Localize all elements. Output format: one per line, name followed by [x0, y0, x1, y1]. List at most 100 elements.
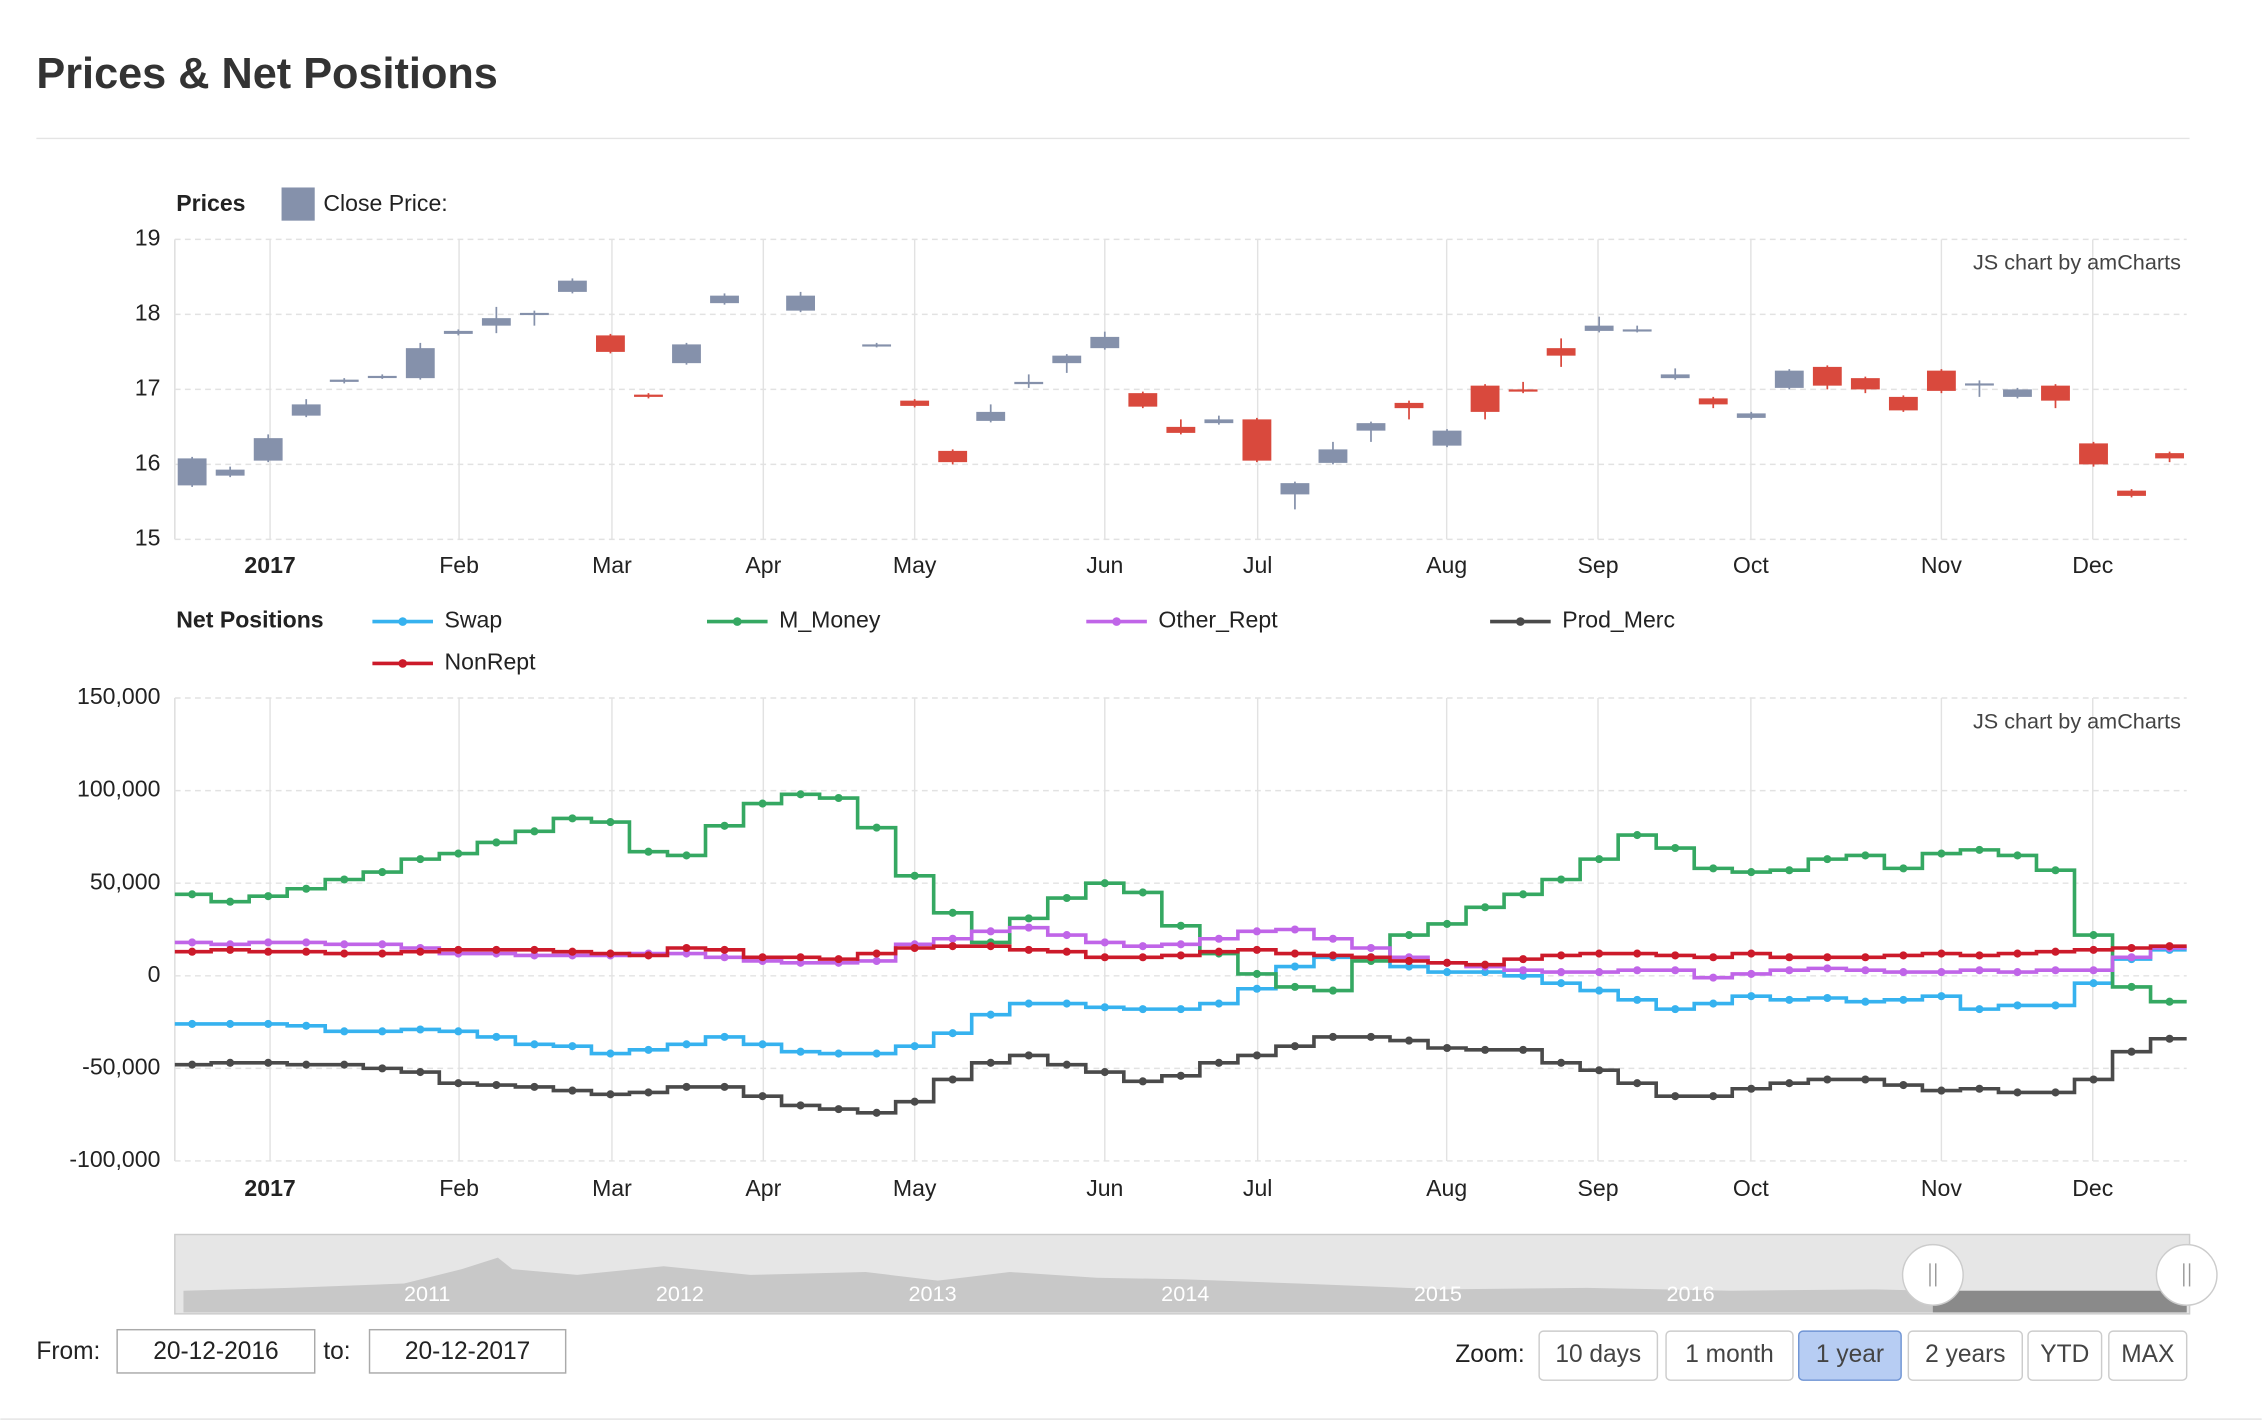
point	[1062, 931, 1071, 940]
candle-body	[1812, 366, 1842, 386]
point	[1519, 1045, 1528, 1054]
point	[606, 949, 615, 958]
zoom-button-label[interactable]: 2 years	[1925, 1341, 2005, 1368]
point	[1366, 943, 1376, 953]
point	[758, 1092, 767, 1101]
x-tick-label: Jun	[1086, 552, 1123, 578]
point	[1404, 1036, 1414, 1045]
point	[1138, 888, 1147, 897]
candle-body	[253, 438, 283, 461]
candle-body	[481, 318, 511, 326]
zoom-button[interactable]	[1538, 1330, 1659, 1381]
zoom-button[interactable]	[1665, 1330, 1794, 1381]
zoom-button-label[interactable]: 1 year	[1816, 1341, 1884, 1368]
point	[1481, 960, 1490, 969]
point	[986, 927, 995, 936]
date-input[interactable]	[368, 1328, 567, 1374]
x-tick-label: Sep	[1577, 1175, 1618, 1201]
x-tick-label: Apr	[745, 1175, 781, 1201]
zoom-button[interactable]	[2108, 1330, 2188, 1381]
point	[1975, 966, 1984, 975]
point	[1633, 1079, 1642, 1088]
point	[910, 871, 919, 880]
candle-body	[1736, 413, 1766, 418]
date-input[interactable]	[116, 1328, 316, 1374]
candle-body	[634, 394, 663, 397]
point	[1138, 1005, 1147, 1014]
zoom-button[interactable]	[2027, 1330, 2103, 1381]
candle-body	[443, 330, 473, 334]
legend-dot	[1516, 617, 1525, 626]
point	[1328, 951, 1337, 960]
candle-body	[215, 469, 245, 476]
point	[1100, 1068, 1109, 1077]
zoom-button[interactable]	[1907, 1330, 2023, 1381]
zoom-button-label[interactable]: MAX	[2121, 1341, 2174, 1368]
point	[1062, 1060, 1071, 1069]
navigator-handle[interactable]	[2155, 1243, 2218, 1306]
x-tick-label: Dec	[2072, 552, 2113, 578]
point	[1823, 953, 1832, 962]
point	[682, 851, 691, 860]
point	[1899, 1081, 1908, 1090]
point	[1404, 956, 1414, 966]
point	[910, 1042, 919, 1051]
legend-label: NonRept	[445, 649, 537, 675]
point	[1290, 982, 1299, 991]
zoom-button-label[interactable]: 10 days	[1555, 1341, 1641, 1368]
point	[1138, 1077, 1147, 1086]
point	[1709, 999, 1718, 1008]
point	[1937, 1086, 1946, 1095]
candle-body	[1090, 336, 1120, 349]
point	[188, 1060, 197, 1069]
zoom-button-label[interactable]: YTD	[2040, 1341, 2089, 1368]
point	[948, 942, 957, 951]
candle-body	[1356, 423, 1386, 431]
point	[1062, 999, 1071, 1008]
zoom-button[interactable]	[1798, 1330, 1902, 1381]
navigator-handle[interactable]	[1901, 1243, 1964, 1306]
point	[1747, 868, 1756, 877]
candle-body	[1546, 348, 1576, 356]
zoom-button-label[interactable]: 1 month	[1685, 1341, 1774, 1368]
navigator-area	[183, 1257, 2187, 1313]
point	[568, 1086, 577, 1095]
point	[1176, 951, 1185, 960]
point	[1100, 953, 1109, 962]
point	[1595, 986, 1604, 995]
point	[644, 951, 653, 960]
point	[910, 1097, 919, 1106]
point	[340, 1060, 349, 1069]
point	[910, 943, 919, 953]
candle-body	[177, 458, 207, 486]
point	[1100, 879, 1109, 888]
candle-body	[786, 295, 815, 311]
x-tick-label: Oct	[1733, 552, 1769, 578]
navigator-selection	[1932, 1290, 2187, 1313]
point	[1557, 951, 1566, 960]
credit: JS chart by amCharts	[1973, 250, 2181, 275]
point	[1252, 984, 1261, 993]
x-tick-label: Aug	[1426, 552, 1467, 578]
point	[1214, 1058, 1223, 1067]
step-line	[174, 925, 2187, 980]
navigator-label: 2012	[656, 1281, 704, 1306]
point	[1557, 979, 1566, 988]
point	[378, 868, 387, 877]
point	[530, 1040, 539, 1049]
point	[872, 1108, 881, 1117]
candle-body	[2041, 385, 2070, 401]
x-tick-label: Dec	[2072, 1175, 2113, 1201]
y-tick-label: 18	[135, 299, 161, 325]
point	[1024, 1051, 1033, 1060]
point	[226, 1058, 235, 1067]
point	[530, 1082, 539, 1091]
legend-label: Prod_Merc	[1562, 607, 1675, 633]
point	[340, 949, 349, 958]
candle-body	[1394, 402, 1424, 409]
point	[796, 790, 805, 799]
point	[188, 947, 197, 956]
legend-label: Close Price:	[323, 190, 447, 216]
point	[568, 947, 577, 956]
point	[1481, 968, 1490, 977]
